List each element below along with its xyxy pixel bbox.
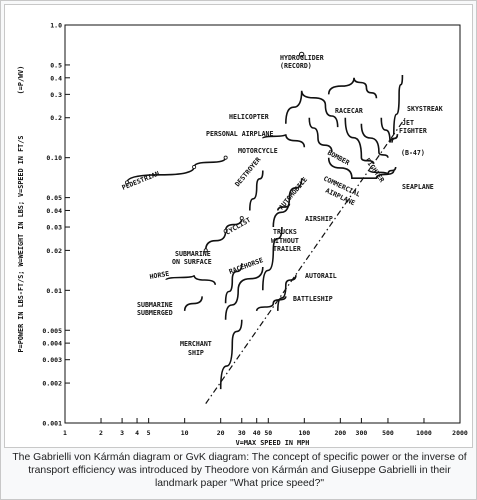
series-curve-3 bbox=[327, 77, 378, 99]
series-label: JET bbox=[402, 119, 414, 127]
series-label: TRUCKS bbox=[273, 228, 297, 236]
y-axis-formula: (=P/WV) bbox=[17, 66, 25, 95]
series-curve-7 bbox=[262, 134, 306, 148]
series-marker-15 bbox=[239, 216, 244, 221]
x-tick-label: 1000 bbox=[416, 429, 432, 437]
x-tick-label: 300 bbox=[356, 429, 368, 437]
series-marker-0 bbox=[192, 165, 197, 170]
series-curve-19 bbox=[165, 274, 217, 285]
y-tick-label: 0.4 bbox=[50, 74, 62, 82]
series-label: HYDROGLIDER bbox=[280, 54, 324, 62]
y-tick-label: 0.3 bbox=[50, 91, 62, 99]
figure-caption: The Gabrielli von Kármán diagram or GvK … bbox=[12, 452, 467, 489]
series-curve-12 bbox=[368, 166, 397, 175]
series-label: FIGHTER bbox=[399, 127, 427, 135]
series-curve-22 bbox=[255, 296, 287, 312]
series-label: TRAILER bbox=[273, 245, 301, 253]
series-limit-line bbox=[205, 117, 406, 404]
series-label: SUBMARINE bbox=[175, 250, 211, 258]
x-tick-label: 200 bbox=[334, 429, 346, 437]
series-label: RACECAR bbox=[335, 107, 363, 115]
series-curve-2 bbox=[285, 90, 339, 128]
series-point-1 bbox=[298, 51, 305, 58]
series-curve-10 bbox=[391, 134, 399, 143]
series-label: SKYSTREAK bbox=[407, 105, 443, 113]
series-curve-17 bbox=[262, 226, 283, 291]
series-curve-20 bbox=[224, 266, 264, 320]
x-tick-label: 5 bbox=[147, 429, 151, 437]
series-label: PERSONAL AIRPLANE bbox=[206, 130, 274, 138]
x-tick-label: 2000 bbox=[452, 429, 468, 437]
y-tick-label: 0.2 bbox=[50, 114, 62, 122]
series-label: SEAPLANE bbox=[402, 183, 434, 191]
gvk-chart: 1 2 3 4 5 10 20 30 40 50 100 200 300 500 1000 2000 1.0 0.… bbox=[17, 22, 468, 448]
x-tick-label: 1 bbox=[63, 429, 67, 437]
x-tick-label: 100 bbox=[298, 429, 310, 437]
x-tick-label: 4 bbox=[135, 429, 139, 437]
chart-image[interactable]: 1 2 3 4 5 10 20 30 40 50 100 200 300 500 1000 2000 1.0 0.… bbox=[4, 4, 473, 448]
series-label: AUTORAIL bbox=[305, 272, 337, 280]
series-curve-11 bbox=[327, 157, 395, 179]
series-curve-8 bbox=[344, 117, 375, 164]
x-tick-label: 10 bbox=[181, 429, 189, 437]
series-curve-6 bbox=[308, 117, 333, 153]
x-tick-label: 30 bbox=[238, 429, 246, 437]
x-tick-label: 500 bbox=[382, 429, 394, 437]
y-axis-label: P=POWER IN LBS-FT/S; W=WEIGHT IN LBS; V=… bbox=[17, 136, 25, 353]
series-marker-0 bbox=[223, 155, 228, 160]
y-tick-label: 0.002 bbox=[42, 380, 62, 388]
y-tick-label: 0.10 bbox=[46, 154, 62, 162]
x-tick-label: 50 bbox=[264, 429, 272, 437]
y-tick-label: 0.01 bbox=[46, 287, 62, 295]
y-tick-label: 0.001 bbox=[42, 420, 62, 428]
y-tick-label: 1.0 bbox=[50, 22, 62, 30]
y-tick-label: 0.003 bbox=[42, 356, 62, 364]
x-tick-label: 40 bbox=[253, 429, 261, 437]
series-marker-0 bbox=[125, 180, 130, 185]
series-label: SHIP bbox=[188, 349, 204, 357]
x-tick-label: 2 bbox=[99, 429, 103, 437]
y-tick-label: 0.05 bbox=[46, 194, 62, 202]
series-curve-24 bbox=[219, 319, 243, 390]
series-curve-13 bbox=[249, 170, 264, 211]
y-tick-label: 0.03 bbox=[46, 224, 62, 232]
series-label: MOTORCYCLE bbox=[238, 147, 278, 155]
plot-area bbox=[64, 24, 461, 424]
series-label: HORSE bbox=[149, 270, 170, 281]
x-tick-label: 3 bbox=[120, 429, 124, 437]
series-label: SUBMERGED bbox=[137, 309, 173, 317]
y-tick-label: 0.004 bbox=[42, 340, 62, 348]
series-label: BATTLESHIP bbox=[293, 295, 333, 303]
y-tick-label: 0.005 bbox=[42, 327, 62, 335]
series-curve-14 bbox=[272, 178, 303, 228]
series-marker-15 bbox=[223, 229, 228, 234]
y-tick-label: 0.5 bbox=[50, 61, 62, 69]
series-label: MERCHANT bbox=[180, 340, 212, 348]
y-tick-label: 0.02 bbox=[46, 247, 62, 255]
series-label: SUBMARINE bbox=[137, 301, 173, 309]
x-tick-label: 20 bbox=[217, 429, 225, 437]
series-label: AIRSHIP bbox=[305, 215, 333, 223]
series-curve-16 bbox=[277, 203, 291, 211]
series-curve-23 bbox=[183, 296, 203, 311]
series-curve-18 bbox=[224, 263, 243, 304]
series-marker-15 bbox=[203, 248, 208, 253]
series-label: (B-47) bbox=[401, 149, 425, 157]
y-tick-label: 0.04 bbox=[46, 207, 62, 215]
series-label: (RECORD) bbox=[280, 62, 312, 70]
series-label: ON SURFACE bbox=[172, 258, 212, 266]
x-axis-label: V=MAX SPEED IN MPH bbox=[236, 439, 310, 447]
series-curve-4 bbox=[393, 74, 404, 135]
series-label: HELICOPTER bbox=[229, 113, 269, 121]
series-label: WITHOUT bbox=[271, 237, 299, 245]
series-curve-9 bbox=[360, 123, 389, 158]
